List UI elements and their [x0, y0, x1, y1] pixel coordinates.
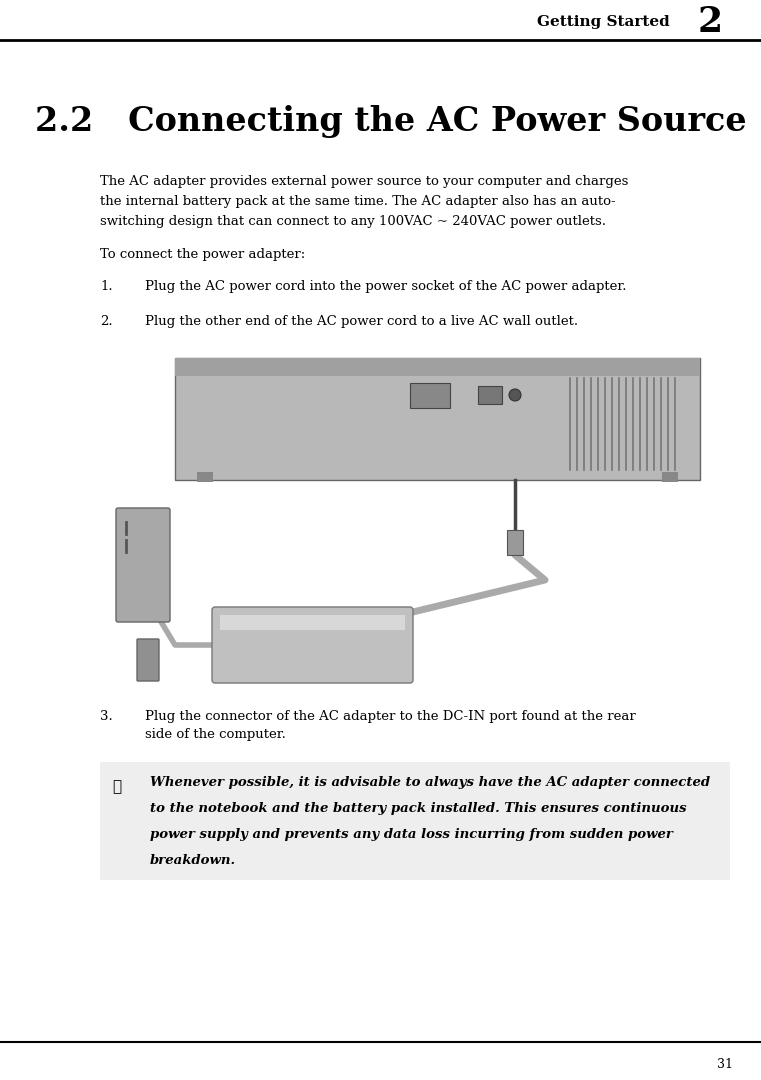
Text: switching design that can connect to any 100VAC ~ 240VAC power outlets.: switching design that can connect to any… [100, 215, 606, 228]
Text: The AC adapter provides external power source to your computer and charges: The AC adapter provides external power s… [100, 175, 629, 188]
Text: side of the computer.: side of the computer. [145, 728, 286, 741]
Text: to the notebook and the battery pack installed. This ensures continuous: to the notebook and the battery pack ins… [150, 802, 686, 815]
FancyBboxPatch shape [137, 639, 159, 681]
Bar [175, 357, 700, 480]
Text: 31: 31 [717, 1058, 733, 1071]
Text: ☞: ☞ [112, 780, 121, 794]
Text: 3.: 3. [100, 710, 113, 723]
FancyBboxPatch shape [116, 508, 170, 622]
Bar [197, 472, 213, 482]
Text: Getting Started: Getting Started [537, 15, 670, 29]
Text: To connect the power adapter:: To connect the power adapter: [100, 248, 305, 261]
Text: Whenever possible, it is advisable to always have the AC adapter connected: Whenever possible, it is advisable to al… [150, 777, 710, 789]
Bar [410, 383, 450, 408]
Bar [100, 762, 730, 880]
Text: Plug the AC power cord into the power socket of the AC power adapter.: Plug the AC power cord into the power so… [145, 280, 626, 293]
Text: 2.: 2. [100, 315, 113, 328]
Bar [115, 350, 700, 690]
Text: Plug the other end of the AC power cord to a live AC wall outlet.: Plug the other end of the AC power cord … [145, 315, 578, 328]
Text: power supply and prevents any data loss incurring from sudden power: power supply and prevents any data loss … [150, 828, 673, 841]
Bar [478, 386, 502, 404]
Text: 1.: 1. [100, 280, 113, 293]
Text: the internal battery pack at the same time. The AC adapter also has an auto-: the internal battery pack at the same ti… [100, 195, 616, 208]
Text: breakdown.: breakdown. [150, 854, 236, 867]
Bar [220, 615, 405, 630]
Bar [175, 357, 700, 376]
Bar [507, 530, 523, 555]
FancyBboxPatch shape [212, 607, 413, 683]
Text: 2.2   Connecting the AC Power Source: 2.2 Connecting the AC Power Source [35, 105, 747, 138]
Text: Plug the connector of the AC adapter to the DC-IN port found at the rear: Plug the connector of the AC adapter to … [145, 710, 635, 723]
Circle shape [509, 389, 521, 401]
Bar [662, 472, 678, 482]
Text: 2: 2 [697, 5, 722, 39]
